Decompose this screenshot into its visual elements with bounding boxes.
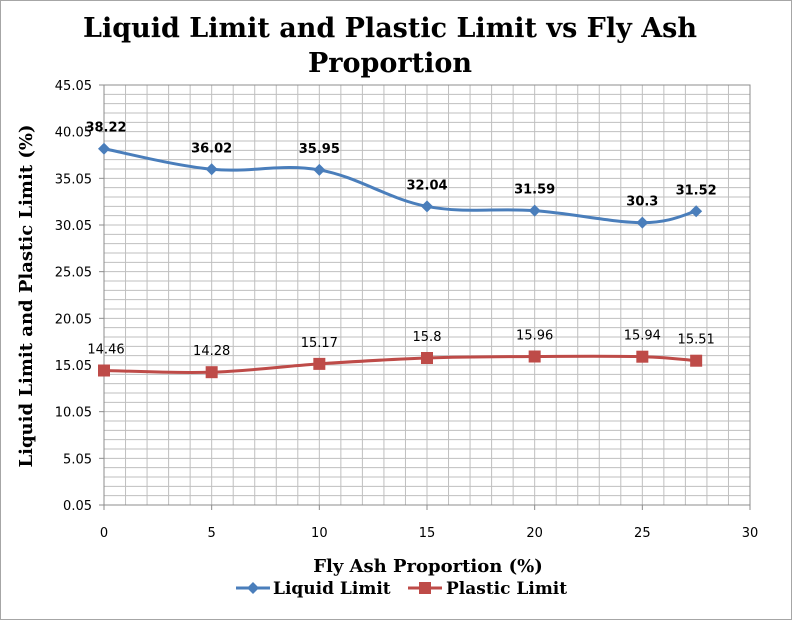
y-tick-label: 35.05 [55,172,92,187]
y-tick-label: 10.05 [55,406,92,421]
data-label-liquid-limit: 32.04 [406,178,447,193]
x-tick-label: 25 [634,526,651,541]
x-tick-label: 5 [208,526,216,541]
data-label-plastic-limit: 15.8 [413,330,442,345]
data-labels: 38.22 36.02 35.95 32.04 31.59 30.3 31.52 14.46 1… [85,121,716,359]
data-label-liquid-limit: 31.59 [514,183,555,198]
data-label-liquid-limit: 38.22 [85,121,126,136]
data-point-plastic-limit [205,366,218,379]
x-tick-label: 10 [311,526,328,541]
data-point-plastic-limit [528,350,541,363]
data-label-plastic-limit: 14.28 [193,344,230,359]
y-tick-label: 25.05 [55,266,92,281]
y-tick-label: 15.05 [55,359,92,374]
data-point-liquid-limit [205,163,218,176]
tick-labels: 0 5 10 15 20 25 30 0.05 5.05 10.05 15.05 20.05 25.05… [55,79,758,541]
chart-title-line-1: Liquid Limit and Plastic Limit vs Fly As… [83,13,697,44]
legend-label-liquid-limit: Liquid Limit [273,579,391,599]
y-tick-label: 5.05 [63,452,92,467]
chart-title-line-2: Proportion [308,48,472,79]
y-tick-label: 45.05 [55,79,92,94]
legend: Liquid Limit Plastic Limit [236,579,567,599]
data-point-liquid-limit [690,205,703,218]
data-point-liquid-limit [98,142,110,155]
data-point-liquid-limit [313,163,326,176]
data-point-plastic-limit [690,354,703,367]
data-point-liquid-limit [421,200,433,213]
x-tick-label: 30 [742,526,759,541]
axes [99,84,751,510]
x-tick-label: 15 [419,526,436,541]
y-tick-label: 30.05 [55,219,92,234]
data-label-plastic-limit: 15.96 [516,329,553,344]
y-axis-title: Liquid Limit and Plastic Limit (%) [16,124,37,467]
data-point-plastic-limit [421,352,433,364]
series [98,142,703,379]
legend-marker-plastic-limit [419,582,431,594]
data-label-liquid-limit: 31.52 [676,183,717,198]
data-point-plastic-limit [313,357,326,370]
x-tick-label: 0 [100,526,108,541]
y-tick-label: 40.05 [55,126,92,141]
data-point-plastic-limit [98,364,110,377]
y-tick-label: 0.05 [63,499,92,514]
data-label-plastic-limit: 15.17 [301,336,338,351]
y-tick-label: 20.05 [55,312,92,327]
data-point-liquid-limit [528,204,541,217]
legend-label-plastic-limit: Plastic Limit [446,579,567,599]
legend-marker-liquid-limit [247,582,259,594]
data-label-liquid-limit: 36.02 [191,141,232,156]
data-label-plastic-limit: 15.51 [678,333,715,348]
data-point-plastic-limit [636,350,649,363]
x-tick-label: 20 [526,526,543,541]
x-axis-title: Fly Ash Proportion (%) [313,556,543,577]
data-point-liquid-limit [636,216,649,229]
data-label-plastic-limit: 15.94 [624,329,661,344]
data-label-plastic-limit: 14.46 [87,343,124,358]
data-label-liquid-limit: 35.95 [299,142,340,157]
data-label-liquid-limit: 30.3 [626,195,658,210]
